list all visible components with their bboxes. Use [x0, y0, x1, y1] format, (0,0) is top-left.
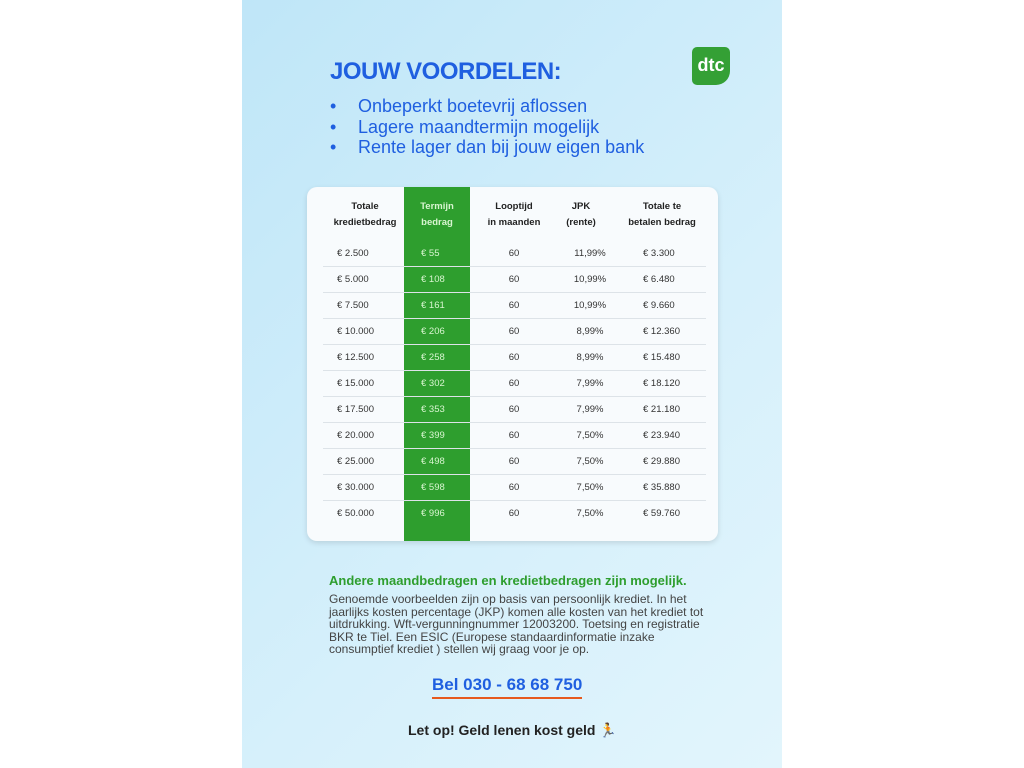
benefit-item: • Lagere maandtermijn mogelijk	[330, 116, 600, 137]
table-cell: 60	[508, 430, 520, 441]
table-cell: € 50.000	[337, 508, 374, 519]
table-cell: € 23.940	[643, 430, 680, 441]
table-cell: € 20.000	[337, 430, 374, 441]
table-cell: € 598	[421, 482, 445, 493]
table-cell: € 35.880	[643, 482, 680, 493]
table-cell: 7,50%	[576, 430, 604, 441]
table-row: € 20.000 € 399 60 7,50% € 23.940	[323, 423, 706, 449]
table-cell: € 498	[421, 456, 445, 467]
loan-table: Totale kredietbedrag Termijn bedrag Looptijd…	[307, 187, 718, 541]
table-row: € 15.000 € 302 60 7,99% € 18.120	[323, 371, 706, 397]
highlight-column	[404, 187, 470, 541]
table-cell: € 353	[421, 404, 445, 415]
table-cell: € 996	[421, 508, 445, 519]
walking-person-icon: 🏃	[599, 722, 617, 738]
table-cell: € 55	[421, 248, 440, 259]
table-cell: € 25.000	[337, 456, 374, 467]
table-cell: 10,99%	[573, 300, 607, 311]
disclaimer-text: Genoemde voorbeelden zijn op basis van p…	[329, 592, 704, 656]
table-cell: 60	[508, 404, 520, 415]
table-cell: € 258	[421, 352, 445, 363]
column-header: Totale kredietbedrag	[333, 201, 397, 228]
table-row: € 12.500 € 258 60 8,99% € 15.480	[323, 345, 706, 371]
column-header: Looptijd in maanden	[487, 201, 541, 228]
table-cell: € 6.480	[643, 274, 675, 285]
phone-link[interactable]: Bel 030 - 68 68 750	[432, 675, 583, 699]
table-cell: 7,50%	[576, 508, 604, 519]
table-cell: € 29.880	[643, 456, 680, 467]
table-cell: 60	[508, 300, 520, 311]
table-cell: € 9.660	[643, 300, 675, 311]
table-cell: € 59.760	[643, 508, 680, 519]
table-cell: 60	[508, 482, 520, 493]
table-cell: € 15.000	[337, 378, 374, 389]
table-cell: € 17.500	[337, 404, 374, 415]
table-cell: 7,50%	[576, 482, 604, 493]
flyer-page: JOUW VOORDELEN: dtc • Onbeperkt boetevrij…	[242, 0, 782, 768]
table-cell: 60	[508, 508, 520, 519]
benefit-item: • Rente lager dan bij jouw eigen bank	[330, 137, 645, 157]
table-cell: 60	[508, 326, 520, 337]
table-row: € 5.000 € 108 60 10,99% € 6.480	[323, 267, 706, 293]
table-row: € 10.000 € 206 60 8,99% € 12.360	[323, 319, 706, 345]
table-row: € 30.000 € 598 60 7,50% € 35.880	[323, 475, 706, 501]
table-cell: € 2.500	[337, 248, 369, 259]
table-cell: 10,99%	[573, 274, 607, 285]
table-cell: € 18.120	[643, 378, 680, 389]
column-header: Totale te betalen bedrag	[628, 201, 696, 228]
table-cell: € 15.480	[643, 352, 680, 363]
table-cell: 7,99%	[576, 404, 604, 415]
table-cell: € 7.500	[337, 300, 369, 311]
table-cell: 8,99%	[576, 352, 604, 363]
note-heading: Andere maandbedragen en kredietbedragen …	[329, 573, 687, 588]
table-cell: 11,99%	[574, 248, 606, 259]
table-cell: 60	[508, 352, 520, 363]
table-row: € 2.500 € 55 60 11,99% € 3.300	[323, 241, 706, 267]
table-row: € 50.000 € 996 60 7,50% € 59.760	[323, 501, 706, 527]
table-cell: 60	[508, 274, 520, 285]
column-header: Termijn bedrag	[420, 201, 454, 228]
benefit-item: • Onbeperkt boetevrij aflossen	[330, 96, 588, 116]
table-cell: € 30.000	[337, 482, 374, 493]
table-cell: € 206	[421, 326, 445, 337]
table-cell: 8,99%	[576, 326, 604, 337]
table-cell: 7,50%	[576, 456, 604, 467]
table-row: € 7.500 € 161 60 10,99% € 9.660	[323, 293, 706, 319]
warning-text: Let op! Geld lenen kost geld 🏃	[408, 722, 617, 738]
page-title: JOUW VOORDELEN:	[330, 58, 562, 85]
table-cell: € 10.000	[337, 326, 374, 337]
table-cell: € 12.500	[337, 352, 374, 363]
table-cell: € 399	[421, 430, 445, 441]
column-header: JPK (rente)	[566, 201, 596, 228]
table-cell: 60	[508, 248, 520, 259]
table-row: € 17.500 € 353 60 7,99% € 21.180	[323, 397, 706, 423]
benefits-list: • Onbeperkt boetevrij aflossen • Lagere ma…	[330, 96, 644, 158]
table-cell: 7,99%	[576, 378, 604, 389]
dtc-logo: dtc	[692, 47, 730, 85]
table-cell: 60	[508, 456, 520, 467]
table-cell: 60	[508, 378, 520, 389]
table-cell: € 302	[421, 378, 445, 389]
table-cell: € 161	[421, 300, 445, 311]
table-cell: € 108	[421, 274, 445, 285]
table-cell: € 3.300	[643, 248, 675, 259]
table-cell: € 12.360	[643, 326, 680, 337]
table-cell: € 5.000	[337, 274, 369, 285]
table-row: € 25.000 € 498 60 7,50% € 29.880	[323, 449, 706, 475]
table-cell: € 21.180	[643, 404, 680, 415]
